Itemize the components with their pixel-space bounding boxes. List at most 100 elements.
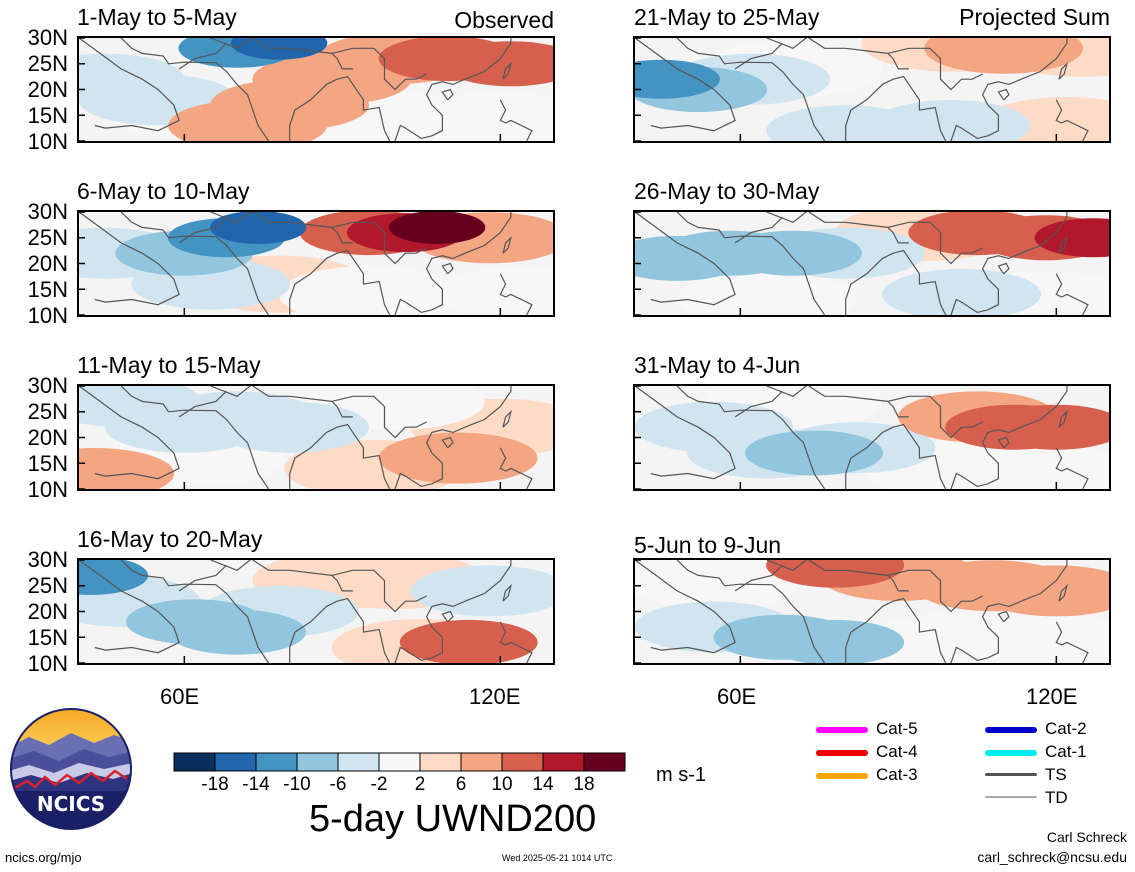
- wind-anomaly-region: [388, 212, 486, 244]
- coastline: [210, 386, 252, 397]
- lat-label: 25N: [27, 399, 68, 424]
- coastline: [441, 88, 454, 101]
- ncics-logo: NCICS: [10, 708, 132, 830]
- coastline: [950, 212, 1068, 315]
- map-field: [635, 212, 1109, 315]
- coastline: [676, 386, 826, 489]
- wind-anomaly-region: [871, 100, 1031, 141]
- coastline: [289, 75, 391, 141]
- coastline: [252, 212, 427, 265]
- wind-anomaly-region: [210, 401, 370, 453]
- wind-anomaly-region: [966, 613, 1109, 663]
- coastline: [845, 597, 947, 663]
- coastline: [502, 583, 513, 602]
- map-panel-7: [77, 558, 555, 665]
- panel-title-4: 26-May to 30-May: [634, 178, 820, 204]
- coastline: [635, 212, 736, 306]
- wind-anomaly-region: [956, 445, 1109, 489]
- coastline: [79, 212, 180, 306]
- coastline: [887, 226, 909, 244]
- coastline: [394, 560, 512, 663]
- coastline: [997, 88, 1010, 101]
- coastline: [178, 390, 227, 418]
- map-field: [79, 38, 553, 141]
- colorbar-segment: [583, 752, 626, 772]
- colorbar-label: 14: [532, 774, 554, 795]
- wind-anomaly-region: [436, 265, 553, 315]
- lat-label: 15N: [27, 277, 68, 302]
- coastline: [499, 273, 533, 315]
- wind-anomaly-region: [724, 230, 862, 276]
- coastline: [887, 52, 909, 70]
- map-panel-5: [77, 384, 555, 491]
- coastline: [887, 574, 909, 592]
- coastline: [676, 38, 826, 141]
- colorbar-label: -6: [329, 774, 347, 795]
- panel-title-6: 31-May to 4-Jun: [634, 352, 801, 378]
- colorbar-segment: [419, 752, 462, 772]
- coastline: [178, 216, 227, 244]
- coastline: [178, 564, 227, 592]
- coastline: [120, 560, 270, 663]
- coastline: [1058, 235, 1069, 254]
- coastline: [808, 212, 983, 265]
- coastline: [289, 423, 391, 489]
- observed-label: Observed: [454, 7, 554, 33]
- coastline: [845, 249, 947, 315]
- wind-anomaly-region: [410, 565, 553, 617]
- colorbar-segment: [460, 752, 503, 772]
- wind-anomaly-region: [441, 41, 553, 87]
- legend-label: TS: [1045, 765, 1067, 784]
- lat-label: 30N: [27, 25, 68, 50]
- coastline: [635, 386, 736, 480]
- lat-label: 25N: [27, 573, 68, 598]
- map-field: [635, 386, 1109, 489]
- coastline: [120, 212, 270, 315]
- coastline: [394, 212, 512, 315]
- map-panel-6: [633, 384, 1111, 491]
- panel-title-8: 5-Jun to 9-Jun: [634, 532, 782, 558]
- lat-label: 10N: [27, 129, 68, 154]
- coastline: [79, 386, 180, 480]
- colorbar-segment: [296, 752, 339, 772]
- map-panel-4: [633, 210, 1111, 317]
- lat-label: 20N: [27, 77, 68, 102]
- lat-label: 25N: [27, 225, 68, 250]
- coastline: [887, 400, 909, 418]
- coastline: [766, 386, 808, 397]
- coastline: [808, 38, 983, 91]
- panel-title-5: 11-May to 15-May: [77, 352, 261, 378]
- wind-anomaly-region: [209, 212, 307, 244]
- coastline: [394, 386, 512, 489]
- coastline: [210, 38, 252, 49]
- units-label: m s-1: [656, 764, 706, 786]
- map-field: [79, 560, 553, 663]
- coastline: [676, 212, 826, 315]
- coastline: [635, 560, 736, 654]
- colorbar-label: 18: [573, 774, 595, 795]
- coastline: [441, 262, 454, 275]
- lat-label: 10N: [27, 477, 68, 502]
- colorbar: [173, 752, 626, 772]
- coastline: [331, 400, 353, 418]
- colorbar-segment: [214, 752, 257, 772]
- wind-anomaly-region: [924, 38, 1084, 74]
- coastline: [950, 38, 1068, 141]
- wind-anomaly-region: [410, 91, 553, 141]
- panel-title-7: 16-May to 20-May: [77, 526, 263, 552]
- colorbar-label: -14: [242, 774, 270, 795]
- coastline: [1055, 99, 1089, 141]
- coastline: [79, 560, 180, 654]
- coastline: [394, 38, 512, 141]
- coastline: [766, 560, 808, 571]
- wind-anomaly-region: [79, 448, 175, 489]
- lat-label: 30N: [27, 199, 68, 224]
- map-field: [79, 386, 553, 489]
- coastline: [1058, 61, 1069, 80]
- colorbar-label: -18: [201, 774, 229, 795]
- colorbar-segment: [542, 752, 585, 772]
- coastline: [676, 560, 826, 663]
- coastline: [845, 75, 947, 141]
- coastline: [997, 610, 1010, 623]
- lon-label-120e-right: 120E: [1026, 684, 1078, 709]
